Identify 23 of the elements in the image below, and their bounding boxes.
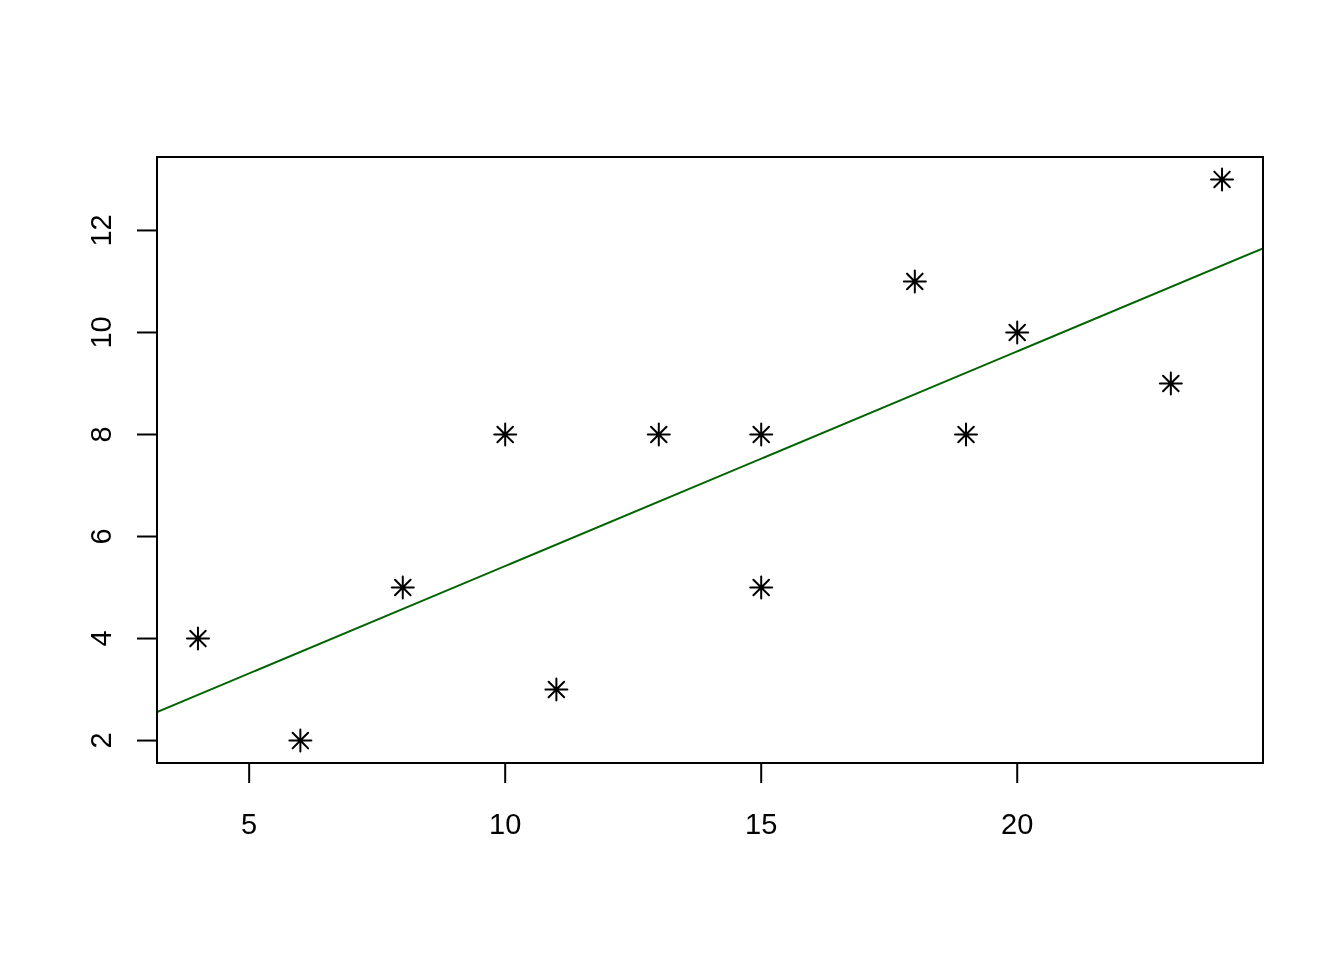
x-tick-label: 10: [489, 808, 522, 840]
point: [749, 422, 774, 447]
point: [185, 626, 210, 651]
point: [954, 422, 979, 447]
point: [390, 575, 415, 600]
point: [1210, 167, 1235, 192]
y-tick-label: 8: [85, 426, 117, 443]
x-tick-label: 20: [1001, 808, 1034, 840]
y-tick-label: 4: [85, 630, 117, 647]
x-tick-label: 15: [745, 808, 778, 840]
point: [1005, 320, 1030, 345]
y-tick-label: 6: [85, 528, 117, 545]
point: [749, 575, 774, 600]
y-tick-label: 2: [85, 732, 117, 749]
point: [544, 677, 569, 702]
point: [902, 269, 927, 294]
point: [493, 422, 518, 447]
y-tick-label: 12: [85, 214, 117, 247]
point: [288, 728, 313, 753]
y-tick-label: 10: [85, 316, 117, 349]
point: [646, 422, 671, 447]
point: [1158, 371, 1183, 396]
x-tick-label: 5: [241, 808, 258, 840]
